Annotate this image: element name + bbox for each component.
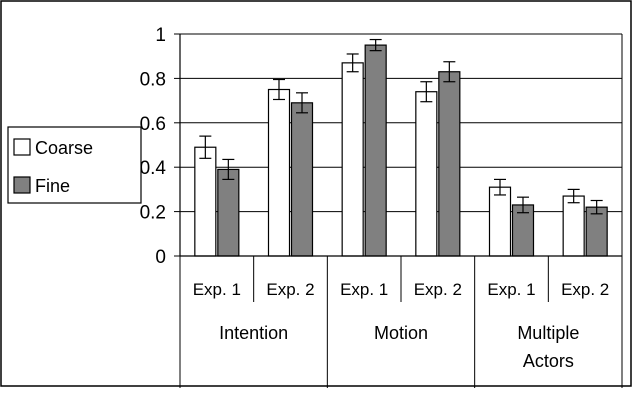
bar-coarse <box>562 195 585 257</box>
legend-label-fine: Fine <box>35 176 70 196</box>
x-category-label: Exp. 1 <box>487 280 535 299</box>
x-group-label: Actors <box>523 351 574 371</box>
y-tick-label: 0.2 <box>140 203 166 224</box>
bar-fine <box>585 206 608 257</box>
x-group-label: Multiple <box>517 323 579 343</box>
legend-label-coarse: Coarse <box>35 138 93 158</box>
y-tick-label: 0 <box>155 247 166 268</box>
bar-coarse <box>488 186 512 257</box>
axes: 0 0.2 0.4 0.6 0.8 1 Exp. 1 Exp. 2 Exp. 1 Exp. 2 Ex… <box>140 25 623 388</box>
x-category-label: Exp. 1 <box>340 280 388 299</box>
bar-coarse <box>415 91 438 257</box>
legend-swatch-coarse <box>13 138 31 156</box>
y-tick-label: 1 <box>155 25 166 46</box>
x-category-label: Exp. 2 <box>414 280 462 299</box>
gridlines <box>180 33 622 213</box>
bar-fine <box>364 44 387 257</box>
x-group-label: Motion <box>374 323 428 343</box>
bar-coarse <box>341 62 364 257</box>
x-group-label: Intention <box>219 323 288 343</box>
y-tick-label: 0.4 <box>140 158 167 179</box>
bar-fine <box>290 102 314 257</box>
y-tick-label: 0.6 <box>140 114 166 135</box>
y-tick-label: 0.8 <box>140 69 166 90</box>
bar-coarse <box>267 88 291 257</box>
x-category-label: Exp. 2 <box>561 280 609 299</box>
legend: Coarse Fine <box>7 126 142 204</box>
x-category-label: Exp. 1 <box>193 280 241 299</box>
bar-fine <box>217 168 240 257</box>
x-category-label: Exp. 2 <box>266 280 314 299</box>
legend-swatch-fine <box>13 176 31 194</box>
bar-coarse <box>194 146 217 257</box>
bar-fine <box>438 71 461 257</box>
